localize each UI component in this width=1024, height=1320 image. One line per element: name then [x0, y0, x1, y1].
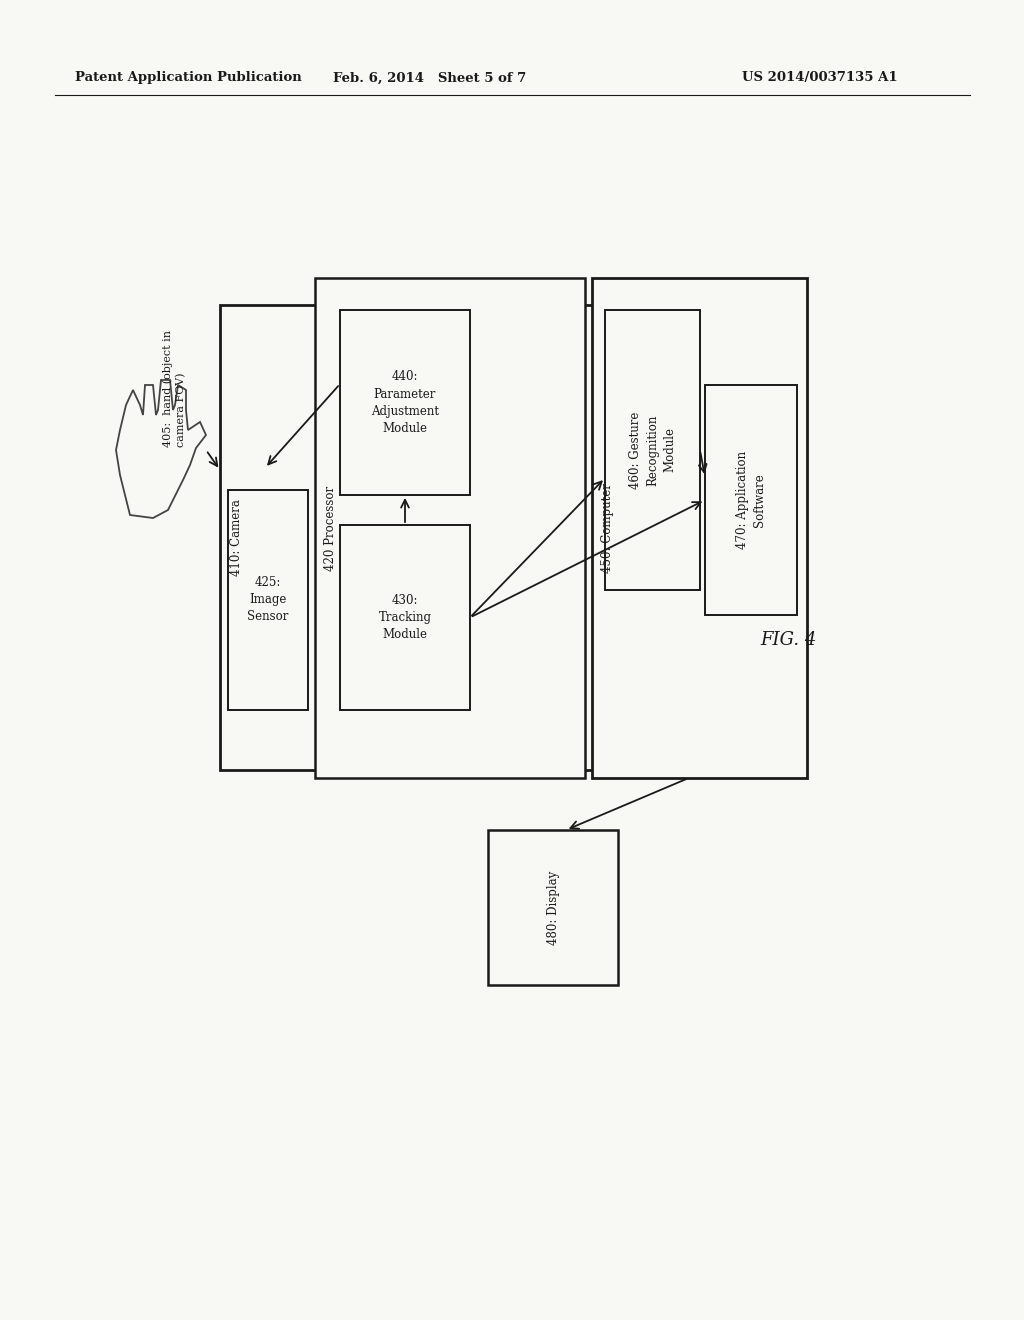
Text: 450: Computer: 450: Computer	[601, 483, 614, 573]
Text: 410: Camera: 410: Camera	[229, 499, 243, 576]
Text: 405:  hand (object in
camera FOV): 405: hand (object in camera FOV)	[162, 330, 186, 447]
Bar	[488, 830, 618, 985]
Bar	[315, 279, 585, 777]
Text: 420 Processor: 420 Processor	[325, 486, 338, 570]
Bar	[340, 525, 470, 710]
Bar	[605, 310, 700, 590]
Bar	[220, 305, 610, 770]
Bar	[705, 385, 797, 615]
Text: 430:
Tracking
Module: 430: Tracking Module	[379, 594, 431, 642]
Bar	[228, 490, 308, 710]
Text: 470: Application
Software: 470: Application Software	[736, 451, 766, 549]
Text: 480: Display: 480: Display	[547, 870, 559, 945]
Text: 440:
Parameter
Adjustment
Module: 440: Parameter Adjustment Module	[371, 371, 439, 434]
Text: Feb. 6, 2014   Sheet 5 of 7: Feb. 6, 2014 Sheet 5 of 7	[334, 71, 526, 84]
Text: 425:
Image
Sensor: 425: Image Sensor	[248, 577, 289, 623]
Text: FIG. 4: FIG. 4	[760, 631, 816, 649]
Bar	[340, 310, 470, 495]
Text: 460: Gesture
Recognition
Module: 460: Gesture Recognition Module	[629, 412, 676, 488]
Text: Patent Application Publication: Patent Application Publication	[75, 71, 302, 84]
Bar	[592, 279, 807, 777]
Text: US 2014/0037135 A1: US 2014/0037135 A1	[742, 71, 898, 84]
